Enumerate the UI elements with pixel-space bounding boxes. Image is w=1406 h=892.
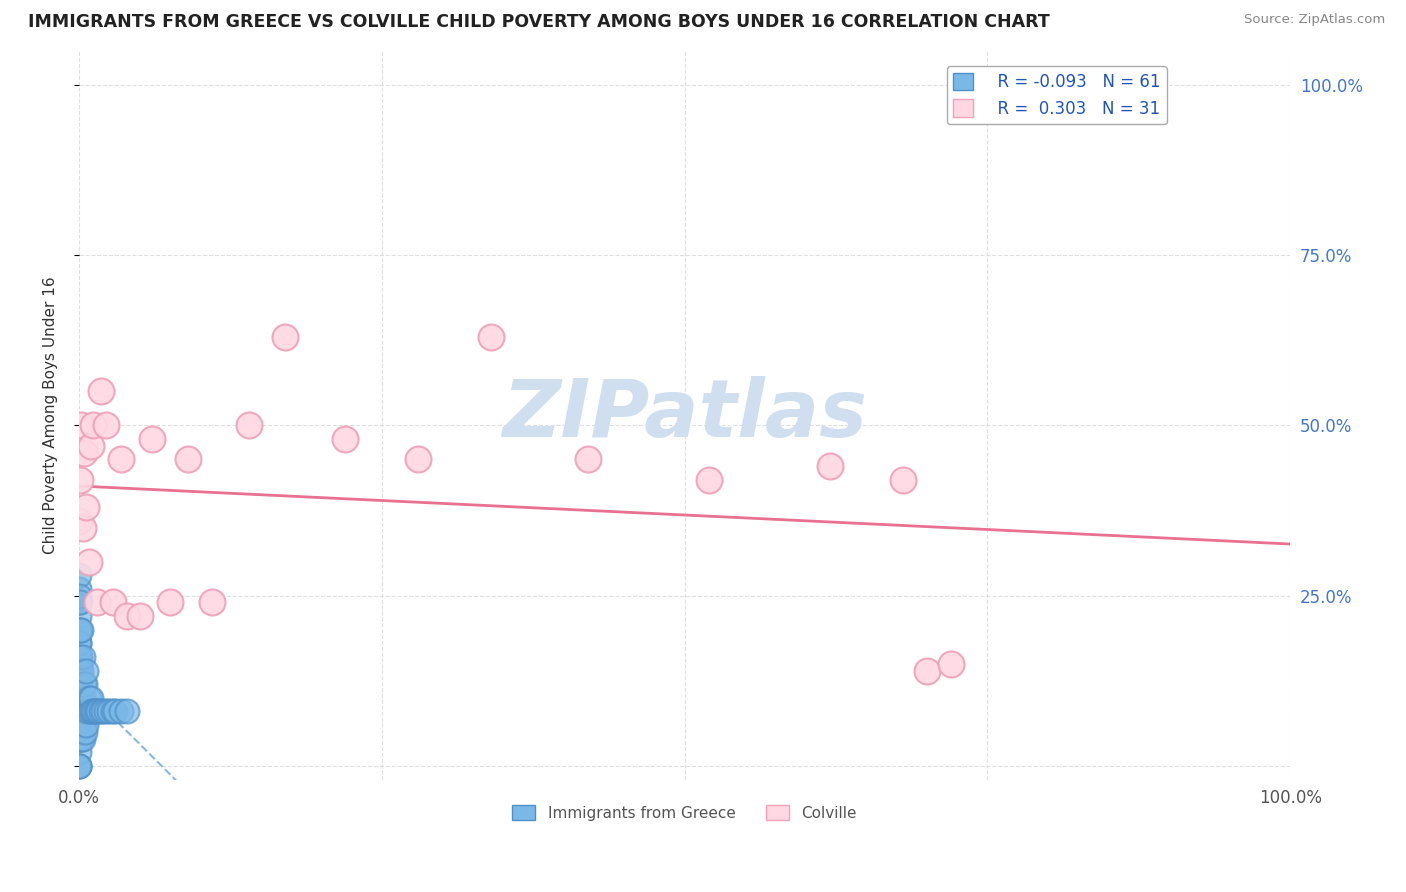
Point (141, 432, 163, 446)
Point (67, 636, 90, 650)
Point (101, 705, 124, 719)
Point (238, 418, 260, 433)
Point (70, 418, 93, 433)
Point (67, 514, 90, 528)
Point (335, 432, 357, 446)
Point (80, 439, 103, 453)
Point (67, 759, 90, 773)
Point (201, 595, 224, 609)
Point (83, 705, 105, 719)
Point (576, 452, 599, 467)
Point (86, 595, 108, 609)
Text: Source: ZipAtlas.com: Source: ZipAtlas.com (1244, 13, 1385, 27)
Point (69, 650, 91, 665)
Point (67, 745, 90, 759)
Point (67, 568, 90, 582)
Legend: Immigrants from Greece, Colville: Immigrants from Greece, Colville (506, 798, 863, 827)
Point (80, 690, 103, 705)
Y-axis label: Child Poverty Among Boys Under 16: Child Poverty Among Boys Under 16 (44, 277, 58, 554)
Point (406, 452, 429, 467)
Point (67, 705, 90, 719)
Point (72, 520, 94, 534)
Point (67, 650, 90, 665)
Point (110, 705, 132, 719)
Point (67, 759, 90, 773)
Point (72, 690, 94, 705)
Point (73, 718, 96, 732)
Point (73, 725, 96, 739)
Point (72, 650, 94, 665)
Point (67, 690, 90, 705)
Point (73, 677, 96, 691)
Point (90, 384, 112, 399)
Point (67, 718, 90, 732)
Point (73, 445, 96, 459)
Point (67, 725, 90, 739)
Point (128, 609, 150, 624)
Point (479, 330, 502, 344)
Point (104, 705, 127, 719)
Point (69, 677, 91, 691)
Point (177, 452, 200, 467)
Point (818, 459, 841, 474)
Point (891, 473, 914, 487)
Point (75, 500, 97, 515)
Point (79, 705, 101, 719)
Point (70, 731, 93, 746)
Point (94, 705, 117, 719)
Point (75, 718, 97, 732)
Point (67, 677, 90, 691)
Point (67, 731, 90, 746)
Point (67, 725, 90, 739)
Point (101, 595, 124, 609)
Point (87, 705, 110, 719)
Point (69, 731, 91, 746)
Point (697, 473, 720, 487)
Point (69, 705, 91, 719)
Point (117, 705, 139, 719)
Point (86, 705, 108, 719)
Point (67, 623, 90, 637)
Point (69, 473, 91, 487)
Point (69, 623, 91, 637)
Point (70, 705, 93, 719)
Point (73, 677, 96, 691)
Point (67, 609, 90, 624)
Point (82, 418, 104, 433)
Point (110, 452, 132, 467)
Point (159, 595, 181, 609)
Point (77, 555, 100, 569)
Point (67, 582, 90, 596)
Point (76, 705, 98, 719)
Point (117, 609, 139, 624)
Text: ZIPatlas: ZIPatlas (502, 376, 868, 454)
Point (77, 690, 100, 705)
Point (67, 664, 90, 678)
Point (67, 690, 90, 705)
Point (67, 657, 90, 671)
Point (67, 595, 90, 609)
Point (82, 705, 104, 719)
Point (274, 330, 297, 344)
Point (90, 705, 112, 719)
Point (70, 623, 93, 637)
Text: IMMIGRANTS FROM GREECE VS COLVILLE CHILD POVERTY AMONG BOYS UNDER 16 CORRELATION: IMMIGRANTS FROM GREECE VS COLVILLE CHILD… (28, 13, 1050, 31)
Point (72, 731, 94, 746)
Point (70, 664, 93, 678)
Point (939, 657, 962, 671)
Point (75, 664, 97, 678)
Point (82, 705, 104, 719)
Point (915, 664, 938, 678)
Point (94, 418, 117, 433)
Point (67, 690, 90, 705)
Point (67, 589, 90, 603)
Point (67, 636, 90, 650)
Point (69, 595, 91, 609)
Point (91, 705, 114, 719)
Point (67, 759, 90, 773)
Point (67, 623, 90, 637)
Point (98, 705, 121, 719)
